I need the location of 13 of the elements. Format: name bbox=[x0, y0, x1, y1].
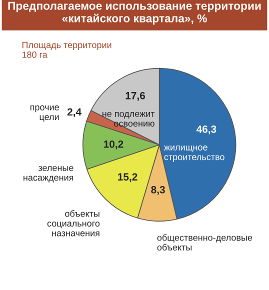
chart-title: Предполагаемое использование территории «китайского квартала», % bbox=[8, 2, 261, 25]
data-label: 17,6 bbox=[126, 92, 146, 101]
slice-label: объекты социального назначения bbox=[47, 210, 100, 236]
data-label: 8,3 bbox=[151, 186, 165, 195]
data-label: 15,2 bbox=[118, 173, 138, 182]
data-label: 46,3 bbox=[196, 125, 216, 134]
data-label: 2,4 bbox=[67, 108, 82, 118]
slice-label: зеленые насаждения bbox=[24, 166, 74, 182]
slice-label: жилищное строительство bbox=[164, 146, 224, 162]
data-label: 10,2 bbox=[104, 140, 124, 150]
text: Площадь территории 180 га bbox=[22, 42, 112, 58]
slice-label: общественно-деловые объекты bbox=[157, 234, 252, 251]
slice-label: прочие цели bbox=[30, 105, 59, 122]
